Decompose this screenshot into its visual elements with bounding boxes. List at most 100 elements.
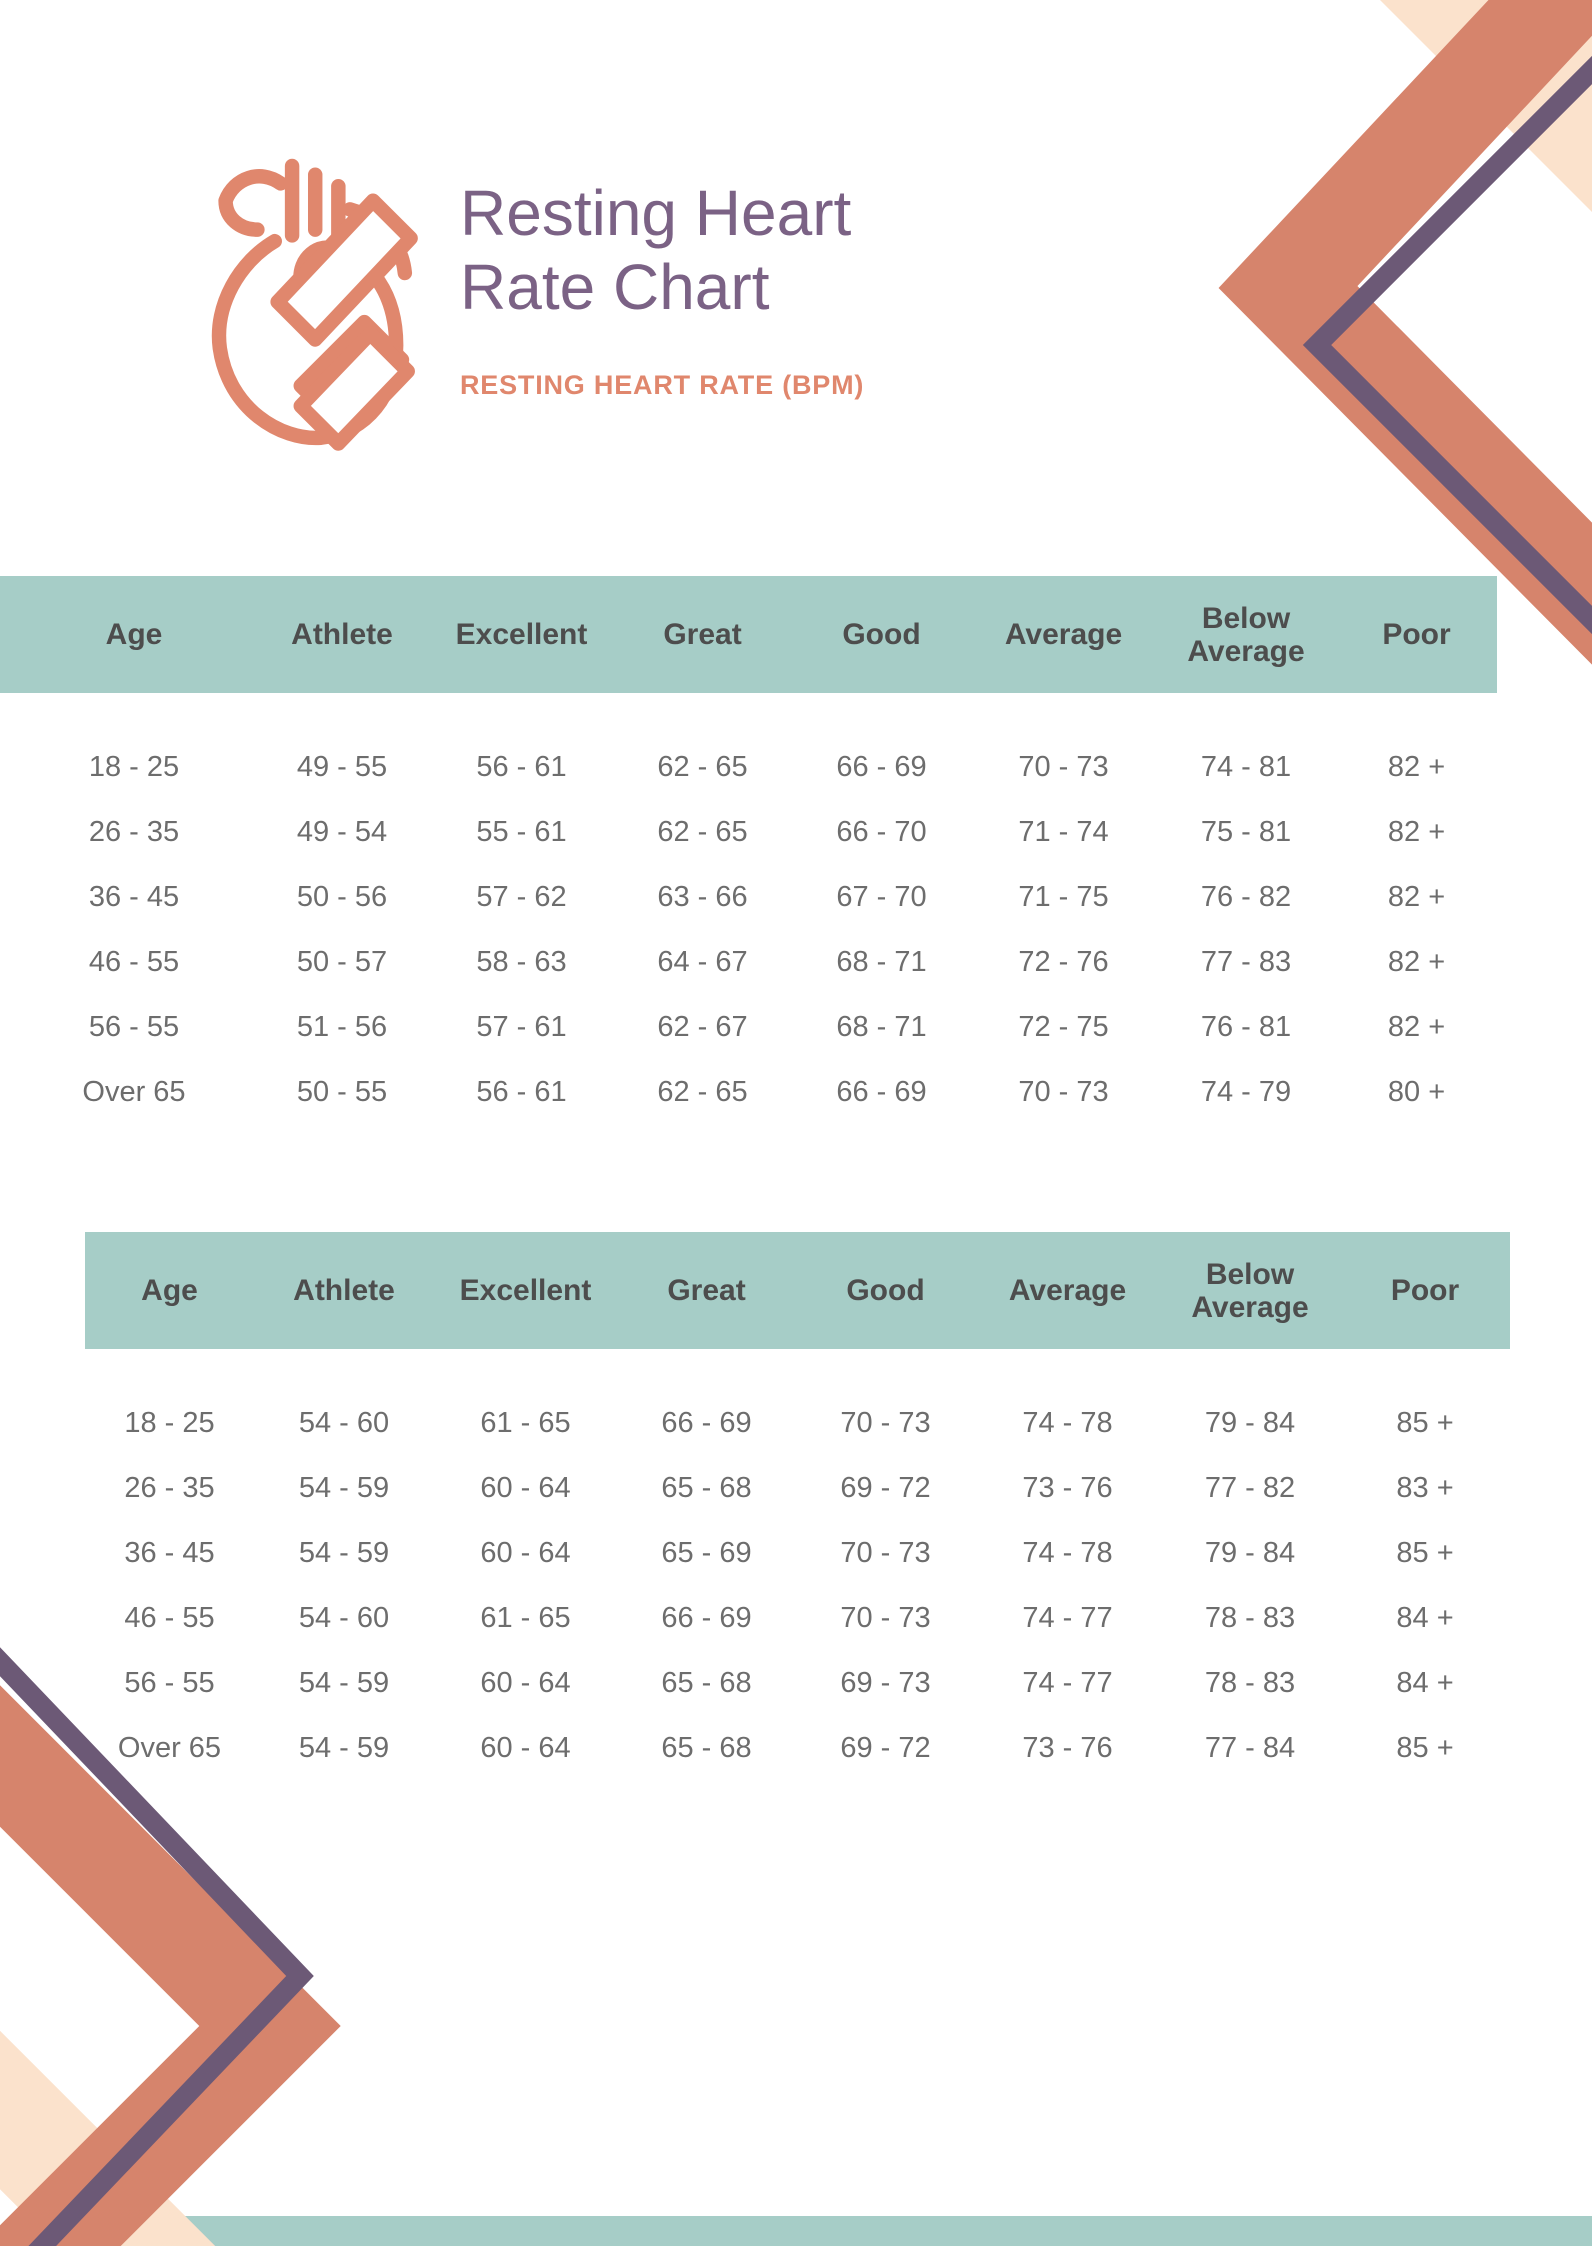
table-cell: 74 - 78	[1022, 1537, 1113, 1569]
table-cell: 66 - 69	[836, 1076, 927, 1108]
heart-logo	[190, 140, 452, 458]
table-row: 36 - 45 50 - 56 57 - 62 63 - 66 67 - 70 71 - …	[0, 865, 1497, 930]
table-cell: 26 - 35	[124, 1472, 215, 1504]
table-cell: 82 +	[1387, 1011, 1446, 1043]
table-cell: 54 - 60	[298, 1602, 390, 1634]
table-cell: 76 - 81	[1200, 1011, 1292, 1043]
table-cell: 51 - 56	[296, 1011, 388, 1043]
table-cell: 50 - 56	[296, 881, 388, 913]
table-row: 26 - 35 54 - 59 60 - 64 65 - 68 69 - 72 73 - …	[85, 1456, 1510, 1521]
table-cell: 36 - 45	[88, 881, 180, 913]
table-cell: 71 - 75	[1018, 881, 1109, 913]
table-row: 18 - 25 54 - 60 61 - 65 66 - 69 70 - 73 74 - …	[85, 1391, 1510, 1456]
table-cell: 82 +	[1387, 881, 1446, 913]
table-cell: 62 - 65	[657, 1076, 748, 1108]
table-cell: 74 - 79	[1200, 1076, 1292, 1108]
table-cell: 68 - 71	[836, 946, 927, 978]
column-header: Great	[663, 618, 742, 651]
coral-chevron	[1218, 0, 1592, 665]
table-row: 18 - 25 49 - 55 56 - 61 62 - 65 66 - 69 70 - …	[0, 735, 1497, 800]
table-cell: Over 65	[82, 1076, 186, 1108]
table-row: Over 65 54 - 59 60 - 64 65 - 68 69 - 72 73 - …	[85, 1716, 1510, 1781]
table-cell: 62 - 67	[657, 1011, 748, 1043]
column-header: Average	[1008, 1274, 1127, 1307]
anatomical-heart-icon	[211, 158, 418, 451]
peach-triangle	[1380, 0, 1592, 212]
table-cell: 82 +	[1387, 946, 1446, 978]
table-cell: 61 - 65	[480, 1407, 571, 1439]
column-header: Great	[667, 1274, 746, 1307]
table-cell: 71 - 74	[1018, 816, 1109, 848]
column-header: Good	[846, 1274, 925, 1307]
table-cell: 62 - 65	[657, 816, 748, 848]
table-cell: 60 - 64	[480, 1667, 571, 1699]
table-cell: 69 - 72	[840, 1732, 931, 1764]
table-cell: 65 - 68	[661, 1667, 752, 1699]
table-row: 36 - 45 54 - 59 60 - 64 65 - 69 70 - 73 74 - …	[85, 1521, 1510, 1586]
resting-heart-rate-table-1: Age Athlete Excellent Great Good Average Below…	[0, 576, 1497, 1125]
table-cell: 60 - 64	[480, 1732, 571, 1764]
table-cell: 49 - 54	[296, 816, 388, 848]
table-cell: 56 - 61	[476, 1076, 567, 1108]
table-1-header-row: Age Athlete Excellent Great Good Average Below…	[0, 576, 1497, 693]
table-cell: 60 - 64	[480, 1537, 571, 1569]
table-cell: 65 - 69	[661, 1537, 752, 1569]
column-header: Athlete	[291, 618, 393, 651]
column-header: Poor	[1382, 618, 1451, 651]
table-cell: 54 - 59	[298, 1732, 390, 1764]
table-cell: 36 - 45	[124, 1537, 215, 1569]
resting-heart-rate-table-2: Age Athlete Excellent Great Good Average Below…	[85, 1232, 1510, 1781]
table-cell: 69 - 72	[840, 1472, 931, 1504]
table-cell: 74 - 77	[1022, 1667, 1113, 1699]
table-cell: 55 - 61	[476, 816, 567, 848]
table-cell: 70 - 73	[840, 1407, 931, 1439]
table-cell: 68 - 71	[836, 1011, 927, 1043]
table-cell: 76 - 82	[1200, 881, 1292, 913]
table-cell: 70 - 73	[1018, 1076, 1109, 1108]
table-cell: 82 +	[1387, 816, 1446, 848]
table-cell: 84 +	[1396, 1667, 1454, 1699]
table-row: 46 - 55 54 - 60 61 - 65 66 - 69 70 - 73 74 - …	[85, 1586, 1510, 1651]
table-cell: 77 - 84	[1204, 1732, 1296, 1764]
table-cell: 85 +	[1396, 1407, 1454, 1439]
table-cell: 84 +	[1396, 1602, 1454, 1634]
table-cell: 75 - 81	[1200, 816, 1292, 848]
table-cell: 60 - 64	[480, 1472, 571, 1504]
table-cell: 69 - 73	[840, 1667, 931, 1699]
table-cell: 79 - 84	[1204, 1407, 1296, 1439]
table-2-body: 18 - 25 54 - 60 61 - 65 66 - 69 70 - 73 74 - …	[85, 1391, 1510, 1781]
page-title-line1: Resting Heart	[460, 177, 852, 249]
column-header: Below Average	[1187, 601, 1305, 668]
page-title-line2: Rate Chart	[460, 251, 770, 324]
table-cell: 85 +	[1396, 1732, 1454, 1764]
table-cell: 18 - 25	[88, 751, 180, 783]
table-row: 26 - 35 49 - 54 55 - 61 62 - 65 66 - 70 71 - …	[0, 800, 1497, 865]
column-header: Age	[105, 618, 163, 651]
table-cell: 70 - 73	[840, 1602, 931, 1634]
document-header: Resting Heart Rate Chart RESTING HEART R…	[190, 140, 864, 458]
table-cell: 56 - 55	[124, 1667, 215, 1699]
table-cell: 70 - 73	[840, 1537, 931, 1569]
table-cell: 66 - 69	[661, 1407, 752, 1439]
table-cell: 74 - 81	[1200, 751, 1292, 783]
table-cell: 66 - 69	[661, 1602, 752, 1634]
table-cell: 46 - 55	[88, 946, 180, 978]
column-header: Average	[1004, 618, 1123, 651]
table-cell: Over 65	[117, 1732, 222, 1764]
table-cell: 26 - 35	[88, 816, 180, 848]
table-cell: 83 +	[1396, 1472, 1454, 1504]
table-cell: 56 - 61	[476, 751, 567, 783]
table-cell: 62 - 65	[657, 751, 748, 783]
table-cell: 46 - 55	[124, 1602, 215, 1634]
table-cell: 72 - 76	[1018, 946, 1109, 978]
table-cell: 50 - 55	[296, 1076, 388, 1108]
table-cell: 61 - 65	[480, 1602, 571, 1634]
page-title: Resting Heart Rate Chart	[460, 176, 864, 324]
table-cell: 80 +	[1387, 1076, 1446, 1108]
table-row: 56 - 55 54 - 59 60 - 64 65 - 68 69 - 73 74 - …	[85, 1651, 1510, 1716]
page-subtitle: RESTING HEART RATE (BPM)	[460, 370, 865, 401]
table-row: 46 - 55 50 - 57 58 - 63 64 - 67 68 - 71 72 - …	[0, 930, 1497, 995]
table-cell: 79 - 84	[1204, 1537, 1296, 1569]
table-cell: 74 - 77	[1022, 1602, 1113, 1634]
